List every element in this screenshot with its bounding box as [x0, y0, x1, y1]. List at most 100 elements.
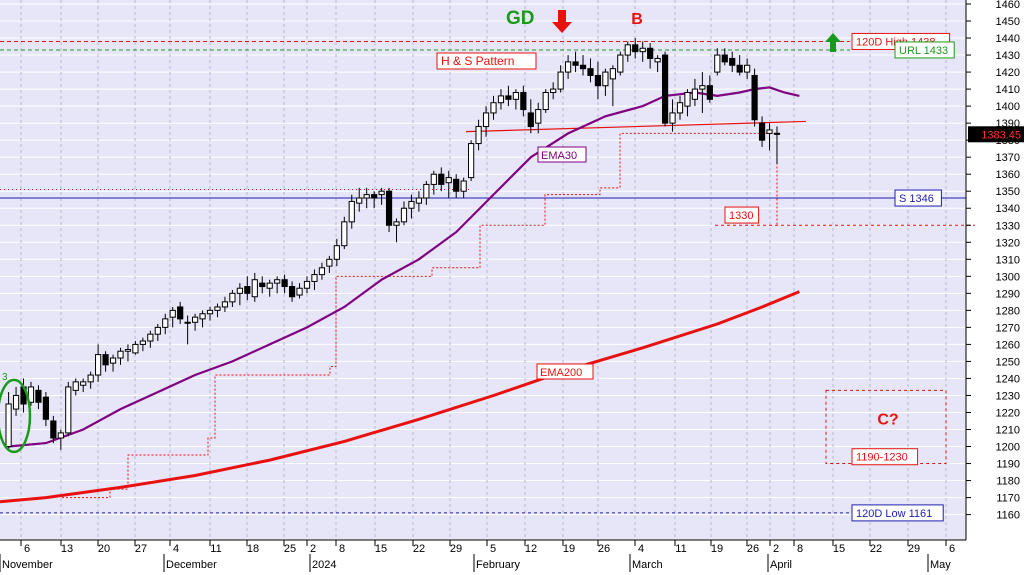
y-tick-label: 1320: [996, 237, 1020, 249]
candle-down: [42, 396, 49, 420]
candle-up: [557, 71, 564, 90]
url-label-box: [894, 41, 955, 59]
candle-down: [527, 112, 534, 128]
x-tick-label: 6: [949, 543, 955, 555]
candle-up: [274, 279, 281, 284]
candle-up: [378, 190, 385, 196]
plot-background: [0, 0, 966, 540]
y-tick-label: 1190: [996, 459, 1020, 471]
candle-down: [594, 74, 602, 87]
x-tick-label: 11: [210, 543, 221, 555]
y-tick-label: 1250: [996, 356, 1020, 368]
y-tick-label: 1180: [996, 476, 1020, 488]
candle-up: [318, 267, 326, 276]
projection-label: C?: [877, 411, 898, 428]
x-month-label: May: [930, 559, 951, 571]
x-tick-label: 4: [638, 543, 644, 555]
candle-down: [177, 306, 184, 320]
y-tick-label: 1340: [996, 203, 1020, 215]
y-axis: 1160 1170 1180 1190 1200 1210 1220 1230 1240 1250…: [966, 0, 1024, 522]
candle-up: [348, 200, 355, 223]
x-tick-label: 22: [413, 543, 425, 555]
candle-up: [468, 143, 475, 179]
x-tick-label: 26: [747, 543, 759, 555]
x-month-label: April: [770, 559, 792, 571]
candle-up: [654, 57, 661, 63]
candle-up: [72, 381, 79, 391]
x-tick-label: 29: [908, 543, 920, 555]
ema30-line: [8, 86, 800, 448]
x-tick-label: 6: [24, 543, 30, 555]
y-tick-label: 1370: [996, 152, 1020, 164]
candle-up: [139, 340, 146, 345]
y-tick-label: 1450: [996, 16, 1020, 28]
x-tick-label: 15: [833, 543, 845, 555]
candle-up: [169, 309, 176, 318]
green-up-arrow-icon: [825, 33, 841, 52]
y-tick-label: 1430: [996, 50, 1020, 62]
highlight-ellipse: [0, 378, 32, 454]
candle-down: [587, 68, 594, 76]
y-tick-label: 1240: [996, 373, 1020, 385]
candle-up: [400, 207, 408, 223]
hs-pattern-box: [436, 52, 537, 70]
y-tick-label: 1220: [996, 407, 1020, 419]
candle-down: [453, 178, 460, 192]
candle-up: [229, 292, 236, 303]
candle-up: [236, 287, 243, 294]
x-tick-label: 18: [247, 543, 259, 555]
y-tick-label: 1400: [996, 101, 1020, 113]
candle-up: [423, 183, 430, 199]
b-annotation: B: [631, 11, 643, 28]
candle-up: [87, 374, 94, 383]
projection-range-label: 1190-1230: [856, 452, 908, 464]
candle-up: [95, 354, 102, 376]
candle-up: [691, 88, 699, 100]
candle-up: [303, 280, 311, 289]
candle-up: [192, 316, 199, 323]
y-tick-label: 1210: [996, 425, 1020, 437]
candle-down: [438, 173, 445, 185]
candle-down: [281, 279, 288, 288]
candle-up: [415, 197, 422, 204]
candle-up: [80, 381, 87, 386]
ema30-box: [537, 146, 587, 163]
candle-down: [244, 286, 251, 294]
candle-up: [296, 287, 303, 296]
y-tick-label: 1200: [996, 442, 1020, 454]
red-down-arrow-icon: [552, 10, 572, 33]
y-tick-label: 1460: [996, 0, 1020, 11]
candle-down: [288, 286, 296, 298]
candle-up: [65, 386, 72, 434]
candle-up: [430, 173, 437, 185]
x-month-label: 2024: [312, 559, 336, 571]
candle-up: [639, 47, 646, 53]
y-tick-label: 1270: [996, 322, 1020, 334]
x-tick-label: 8: [797, 543, 803, 555]
x-tick-label: 20: [98, 543, 110, 555]
x-tick-label: 11: [675, 543, 686, 555]
x-tick-label: 19: [711, 543, 723, 555]
x-axis: 6 13 20 27 4 11 18 25 2 8 15 22 29 5 12 19 26 4 11 19 26 2 8 15…: [0, 540, 955, 572]
x-tick-label: 25: [284, 543, 296, 555]
candle-up: [341, 221, 348, 247]
candle-up: [609, 68, 616, 80]
candle-down: [520, 92, 527, 111]
x-tick-label: 12: [525, 543, 537, 555]
candle-down: [259, 282, 266, 288]
candle-down: [661, 54, 669, 124]
support-label: S 1346: [899, 193, 934, 205]
candle-down: [721, 54, 728, 63]
candle-up: [393, 221, 400, 226]
gd-annotation: GD: [506, 8, 535, 29]
candle-up: [117, 350, 124, 359]
candle-down: [102, 354, 109, 366]
candle-down: [35, 389, 42, 403]
x-tick-label: 8: [339, 543, 345, 555]
candle-down: [647, 47, 654, 59]
y-tick-label: 1160: [996, 510, 1020, 522]
candle-up: [460, 180, 467, 192]
candle-up: [266, 282, 273, 289]
x-tick-label: 2: [310, 543, 316, 555]
